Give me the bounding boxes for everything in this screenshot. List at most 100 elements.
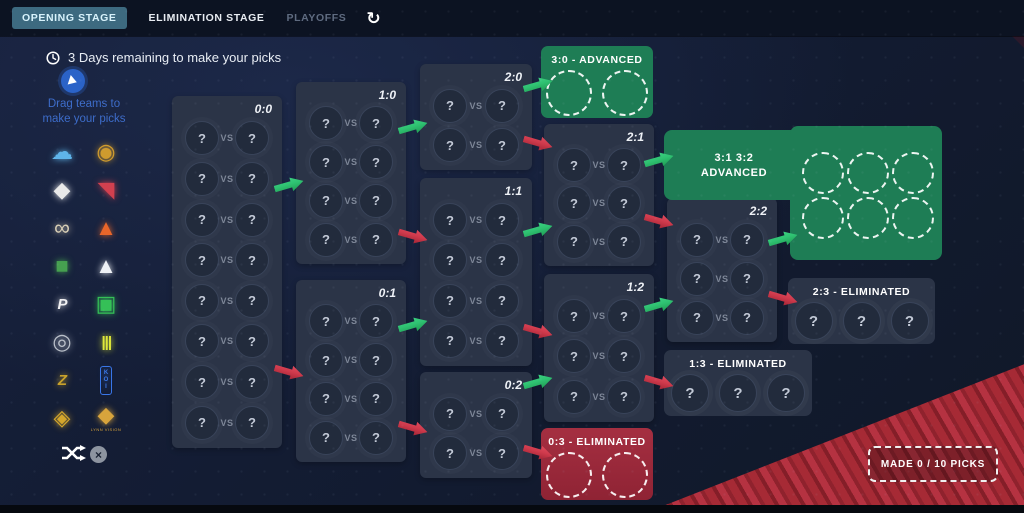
team-slot[interactable]: ? xyxy=(484,323,519,358)
advance-slot[interactable] xyxy=(602,70,648,116)
team-slot[interactable]: ? xyxy=(185,121,219,156)
team-slot[interactable]: ? xyxy=(433,283,467,318)
team-slot[interactable]: ? xyxy=(358,106,393,141)
team-slot[interactable]: ? xyxy=(185,283,219,318)
team-slot[interactable]: ? xyxy=(433,128,467,163)
tab-playoffs[interactable]: PLAYOFFS xyxy=(286,12,347,24)
team-ence[interactable]: ◎ xyxy=(52,331,71,353)
team-slot[interactable]: ? xyxy=(234,365,269,400)
team-slot[interactable]: ? xyxy=(309,381,343,416)
team-slot[interactable]: ? xyxy=(484,88,519,123)
team-slot[interactable]: ? xyxy=(484,203,519,238)
team-slot[interactable]: ? xyxy=(234,121,269,156)
team-slot[interactable]: ? xyxy=(729,300,764,335)
eliminated-slot[interactable]: ? xyxy=(719,374,757,412)
team-slot[interactable]: ? xyxy=(557,148,591,183)
eliminated-slot[interactable]: ? xyxy=(767,374,805,412)
team-slot[interactable]: ? xyxy=(234,283,269,318)
team-slot[interactable]: ? xyxy=(358,222,393,257)
advance-slot[interactable] xyxy=(802,151,844,194)
team-slot[interactable]: ? xyxy=(484,243,519,278)
team-slot[interactable]: ? xyxy=(358,381,393,416)
team-saw[interactable]: ||| xyxy=(101,335,112,350)
team-slot[interactable]: ? xyxy=(234,405,269,440)
advance-slot[interactable] xyxy=(802,196,844,239)
eliminated-slot[interactable]: ? xyxy=(842,302,881,340)
team-slot[interactable]: ? xyxy=(606,186,641,221)
tab-opening-stage[interactable]: OPENING STAGE xyxy=(12,7,127,29)
team-slot[interactable]: ? xyxy=(606,148,641,183)
team-koi[interactable]: KOI xyxy=(100,365,112,395)
team-slot[interactable]: ? xyxy=(433,243,467,278)
team-slot[interactable]: ? xyxy=(557,224,591,259)
team-slot[interactable]: ? xyxy=(484,283,519,318)
team-slot[interactable]: ? xyxy=(557,186,591,221)
team-slot[interactable]: ? xyxy=(557,339,591,374)
eliminated-slot[interactable]: ? xyxy=(890,302,929,340)
team-slot[interactable]: ? xyxy=(185,365,219,400)
team-slot[interactable]: ? xyxy=(185,405,219,440)
team-slot[interactable]: ? xyxy=(484,396,519,431)
refresh-icon[interactable]: ↻ xyxy=(366,8,381,28)
team-slot[interactable]: ? xyxy=(358,183,393,218)
team-slot[interactable]: ? xyxy=(234,202,269,237)
team-slot[interactable]: ? xyxy=(484,128,519,163)
team-slot[interactable]: ? xyxy=(185,161,219,196)
team-pain-gaming[interactable]: P xyxy=(57,297,67,312)
team-9pandas[interactable]: ■ xyxy=(55,255,68,277)
eliminated-slot[interactable]: ? xyxy=(794,302,833,340)
team-ecstatic[interactable]: ∞ xyxy=(54,217,70,239)
eliminated-slot[interactable]: ? xyxy=(671,374,709,412)
advance-slot[interactable] xyxy=(847,196,889,239)
picks-counter-button[interactable]: MADE 0 / 10 PICKS xyxy=(868,446,998,482)
team-slot[interactable]: ? xyxy=(557,379,591,414)
team-slot[interactable]: ? xyxy=(606,339,641,374)
team-slot[interactable]: ? xyxy=(309,343,343,378)
team-eternal-fire[interactable]: ◉ xyxy=(96,141,115,163)
team-slot[interactable]: ? xyxy=(309,106,343,141)
team-slot[interactable]: ? xyxy=(358,145,393,180)
team-slot[interactable]: ? xyxy=(185,324,219,359)
team-slot[interactable]: ? xyxy=(309,420,343,455)
clear-picks-icon[interactable]: × xyxy=(90,446,107,463)
team-slot[interactable]: ? xyxy=(358,304,393,339)
team-apeks[interactable]: ▲ xyxy=(95,255,117,277)
team-slot[interactable]: ? xyxy=(309,222,343,257)
team-slot[interactable]: ? xyxy=(606,224,641,259)
team-legacy[interactable]: Z xyxy=(58,373,67,388)
advance-slot[interactable] xyxy=(546,70,592,116)
team-slot[interactable]: ? xyxy=(433,88,467,123)
team-slot[interactable]: ? xyxy=(433,323,467,358)
team-slot[interactable]: ? xyxy=(234,243,269,278)
team-slot[interactable]: ? xyxy=(234,324,269,359)
team-slot[interactable]: ? xyxy=(433,396,467,431)
team-amkal[interactable]: ▲ xyxy=(95,217,117,239)
team-slot[interactable]: ? xyxy=(680,300,714,335)
team-slot[interactable]: ? xyxy=(680,222,714,257)
team-slot[interactable]: ? xyxy=(185,202,219,237)
team-the-mongolz[interactable]: ◈ xyxy=(54,407,71,429)
team-slot[interactable]: ? xyxy=(433,436,467,471)
advance-slot[interactable] xyxy=(546,452,592,498)
team-cloud9[interactable]: ☁ xyxy=(51,141,73,163)
advance-slot[interactable] xyxy=(892,196,934,239)
team-slot[interactable]: ? xyxy=(433,203,467,238)
team-slot[interactable]: ? xyxy=(557,299,591,334)
team-slot[interactable]: ? xyxy=(358,420,393,455)
team-slot[interactable]: ? xyxy=(309,183,343,218)
team-slot[interactable]: ? xyxy=(185,243,219,278)
shuffle-icon[interactable] xyxy=(60,444,86,462)
team-slot[interactable]: ? xyxy=(309,145,343,180)
team-furia[interactable]: ◆ xyxy=(54,179,71,201)
team-slot[interactable]: ? xyxy=(606,379,641,414)
advance-slot[interactable] xyxy=(892,151,934,194)
team-imperial[interactable]: ▣ xyxy=(96,293,117,315)
advance-slot[interactable] xyxy=(847,151,889,194)
tab-elimination-stage[interactable]: ELIMINATION STAGE xyxy=(148,12,265,24)
team-slot[interactable]: ? xyxy=(729,261,764,296)
team-slot[interactable]: ? xyxy=(309,304,343,339)
team-slot[interactable]: ? xyxy=(358,343,393,378)
team-slot[interactable]: ? xyxy=(606,299,641,334)
team-heroic[interactable]: ◥ xyxy=(98,179,115,201)
team-lynn-vision[interactable]: ◆ LYNN VISION xyxy=(91,404,122,433)
